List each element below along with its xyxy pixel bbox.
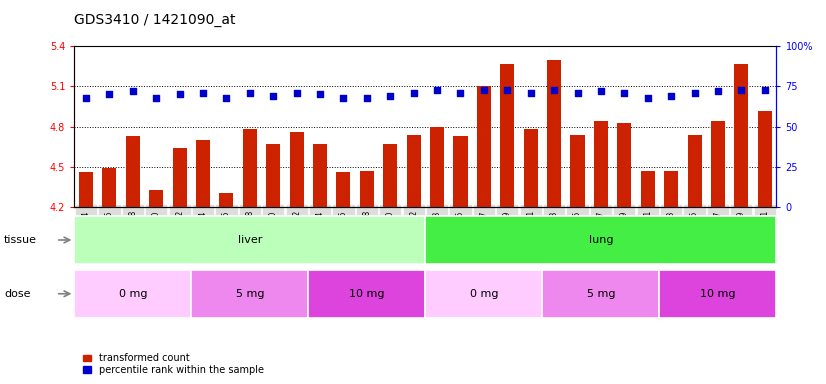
Point	[314, 91, 327, 98]
Bar	[757, 111, 771, 207]
Point	[267, 93, 280, 99]
Text: dose: dose	[4, 289, 31, 299]
Point	[477, 86, 491, 93]
Text: 10 mg: 10 mg	[700, 289, 736, 299]
Point	[79, 94, 93, 101]
Bar	[79, 172, 93, 207]
Bar	[74, 270, 192, 318]
Bar	[290, 132, 304, 207]
Bar	[102, 169, 116, 207]
Point	[243, 90, 256, 96]
Bar	[313, 144, 327, 207]
Bar	[664, 171, 678, 207]
Text: tissue: tissue	[4, 235, 37, 245]
Point	[430, 86, 444, 93]
Text: lung: lung	[589, 235, 613, 245]
Bar	[266, 144, 280, 207]
Bar	[360, 171, 374, 207]
Point	[102, 91, 116, 98]
Point	[524, 90, 537, 96]
Bar	[383, 144, 397, 207]
Point	[688, 90, 701, 96]
Bar	[543, 270, 659, 318]
Legend: transformed count, percentile rank within the sample: transformed count, percentile rank withi…	[79, 349, 268, 379]
Point	[290, 90, 303, 96]
Bar	[192, 270, 308, 318]
Bar	[430, 127, 444, 207]
Bar	[196, 140, 210, 207]
Bar	[173, 148, 187, 207]
Point	[664, 93, 677, 99]
Point	[407, 90, 420, 96]
Bar	[406, 135, 420, 207]
Bar	[126, 136, 140, 207]
Bar	[571, 135, 585, 207]
Bar	[711, 121, 725, 207]
Bar	[547, 60, 561, 207]
Point	[337, 94, 350, 101]
Text: 5 mg: 5 mg	[586, 289, 615, 299]
Point	[150, 94, 163, 101]
Point	[641, 94, 654, 101]
Point	[734, 86, 748, 93]
Bar	[659, 270, 776, 318]
Bar	[734, 64, 748, 207]
Point	[711, 88, 724, 94]
Point	[126, 88, 140, 94]
Bar	[336, 172, 350, 207]
Bar	[308, 270, 425, 318]
Point	[173, 91, 186, 98]
Point	[454, 90, 468, 96]
Point	[220, 94, 233, 101]
Point	[548, 86, 561, 93]
Bar	[453, 136, 468, 207]
Bar	[524, 129, 538, 207]
Bar	[477, 86, 491, 207]
Bar	[687, 135, 701, 207]
Bar	[425, 216, 776, 264]
Text: 10 mg: 10 mg	[349, 289, 385, 299]
Bar	[243, 129, 257, 207]
Bar	[641, 171, 655, 207]
Bar	[501, 64, 515, 207]
Text: GDS3410 / 1421090_at: GDS3410 / 1421090_at	[74, 13, 236, 27]
Text: 5 mg: 5 mg	[235, 289, 264, 299]
Point	[197, 90, 210, 96]
Point	[360, 94, 373, 101]
Point	[501, 86, 514, 93]
Point	[594, 88, 607, 94]
Text: 0 mg: 0 mg	[470, 289, 498, 299]
Point	[571, 90, 584, 96]
Point	[618, 90, 631, 96]
Bar	[220, 193, 234, 207]
Text: 0 mg: 0 mg	[119, 289, 147, 299]
Bar	[594, 121, 608, 207]
Point	[383, 93, 396, 99]
Bar	[150, 190, 164, 207]
Bar	[74, 216, 425, 264]
Text: liver: liver	[238, 235, 262, 245]
Point	[758, 86, 771, 93]
Bar	[425, 270, 543, 318]
Bar	[617, 123, 631, 207]
